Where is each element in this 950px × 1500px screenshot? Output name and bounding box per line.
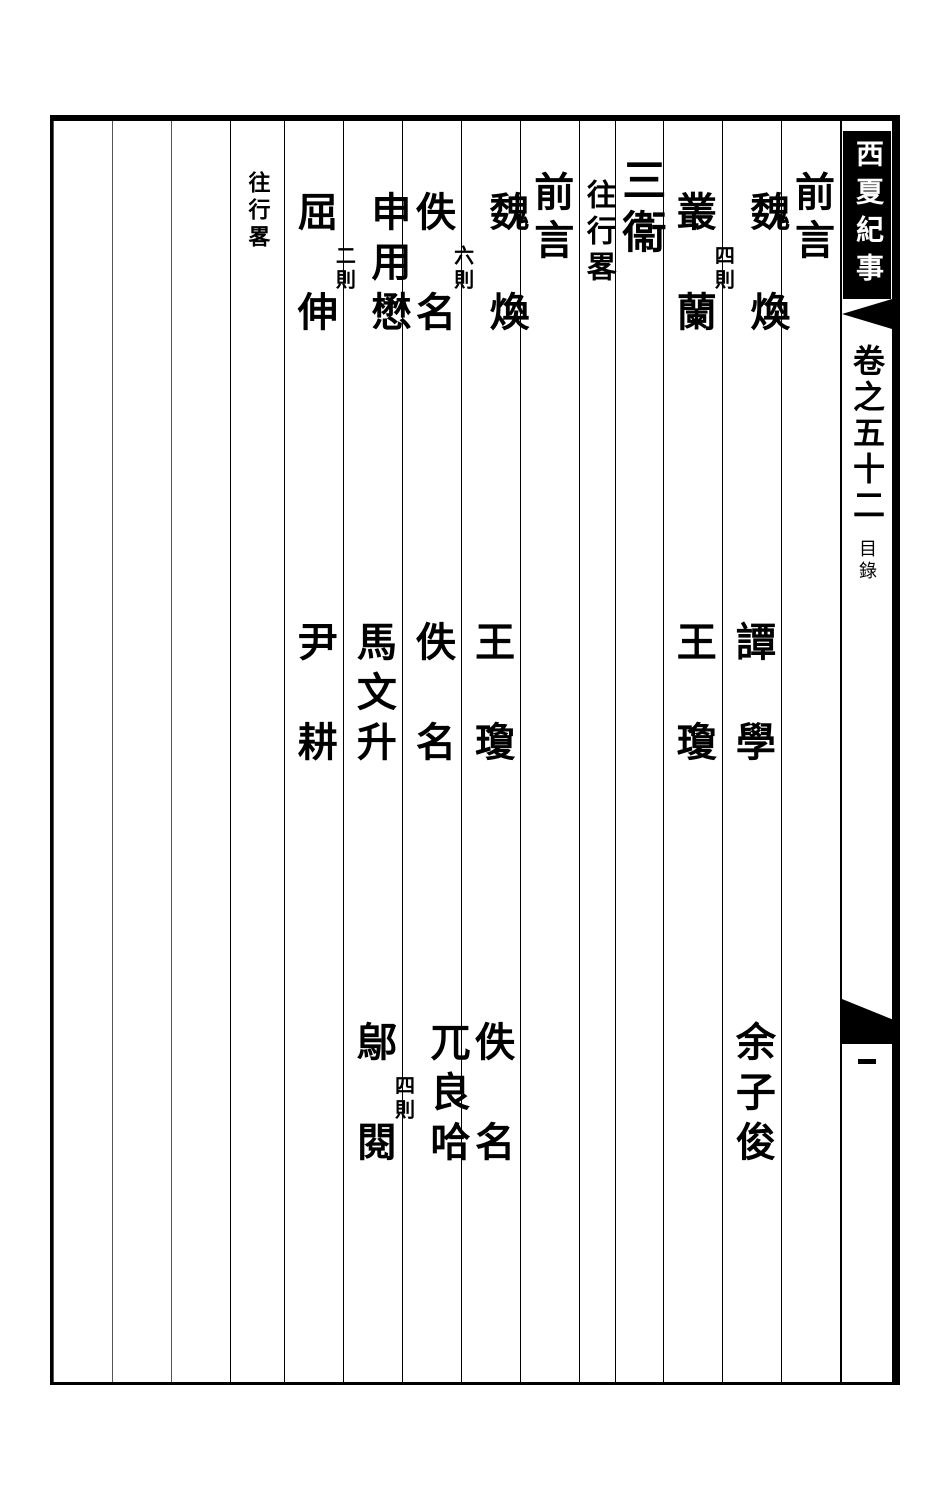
entry: 譚 學	[723, 621, 781, 771]
entry-name: 馬文升	[344, 621, 402, 771]
entry-name: 余子俊	[723, 1021, 781, 1171]
column-6: 魏 煥 六則 王 瓊 佚 名	[461, 121, 520, 1382]
subheading-text: 往行畧	[576, 179, 620, 287]
entry-name: 叢 蘭	[664, 191, 722, 341]
entry-name: 尹 耕	[285, 621, 343, 771]
volume-subtitle: 目錄	[854, 539, 880, 583]
page-frame: 西夏紀事 卷之五十二 目錄 前言 魏 煥 四則 譚 學 余子俊 叢 蘭 王 瓊 …	[50, 115, 900, 1385]
page-mark	[858, 1059, 876, 1064]
entry-name: 佚 名	[403, 621, 461, 771]
column-2: 魏 煥 四則 譚 學 余子俊	[722, 121, 781, 1382]
column-13-empty	[53, 121, 112, 1382]
column-4: 三衞	[615, 121, 663, 1382]
entry-name: 屈 伸	[285, 191, 343, 341]
entry: 佚 名	[403, 621, 461, 771]
column-8: 申用懋 二則 馬文升 鄔 閱	[343, 121, 402, 1382]
header-arrow-decoration	[842, 299, 892, 329]
entry: 叢 蘭	[664, 191, 722, 341]
entry-name: 王 瓊	[664, 621, 722, 771]
volume-number: 卷之五十二	[844, 344, 890, 524]
header-column: 西夏紀事 卷之五十二 目錄	[840, 121, 892, 1382]
entry-name: 兀良哈	[417, 1021, 475, 1171]
subheading: 往行畧	[241, 171, 273, 252]
entry: 王 瓊	[462, 621, 520, 771]
entry: 馬文升	[344, 621, 402, 771]
column-10: 往行畧	[230, 121, 283, 1382]
column-4b: 往行畧	[579, 121, 615, 1382]
column-12-empty	[112, 121, 171, 1382]
entry: 屈 伸	[285, 191, 343, 341]
column-9: 屈 伸 尹 耕	[284, 121, 343, 1382]
column-11-empty	[171, 121, 230, 1382]
book-title: 西夏紀事	[843, 131, 891, 299]
entry-name: 王 瓊	[462, 621, 520, 771]
entry: 鄔 閱	[344, 1021, 402, 1171]
entry-name: 魏 煥	[477, 191, 535, 341]
subheading-text: 往行畧	[241, 171, 273, 252]
column-3: 叢 蘭 王 瓊	[663, 121, 722, 1382]
entry-name: 譚 學	[723, 621, 781, 771]
entry-name: 鄔 閱	[344, 1021, 402, 1171]
fishtail-box	[842, 1042, 892, 1382]
entry: 余子俊	[723, 1021, 781, 1171]
entry-name: 申用懋	[358, 191, 416, 341]
entry-name: 魏 煥	[737, 191, 795, 341]
entry: 王 瓊	[664, 621, 722, 771]
entry: 尹 耕	[285, 621, 343, 771]
